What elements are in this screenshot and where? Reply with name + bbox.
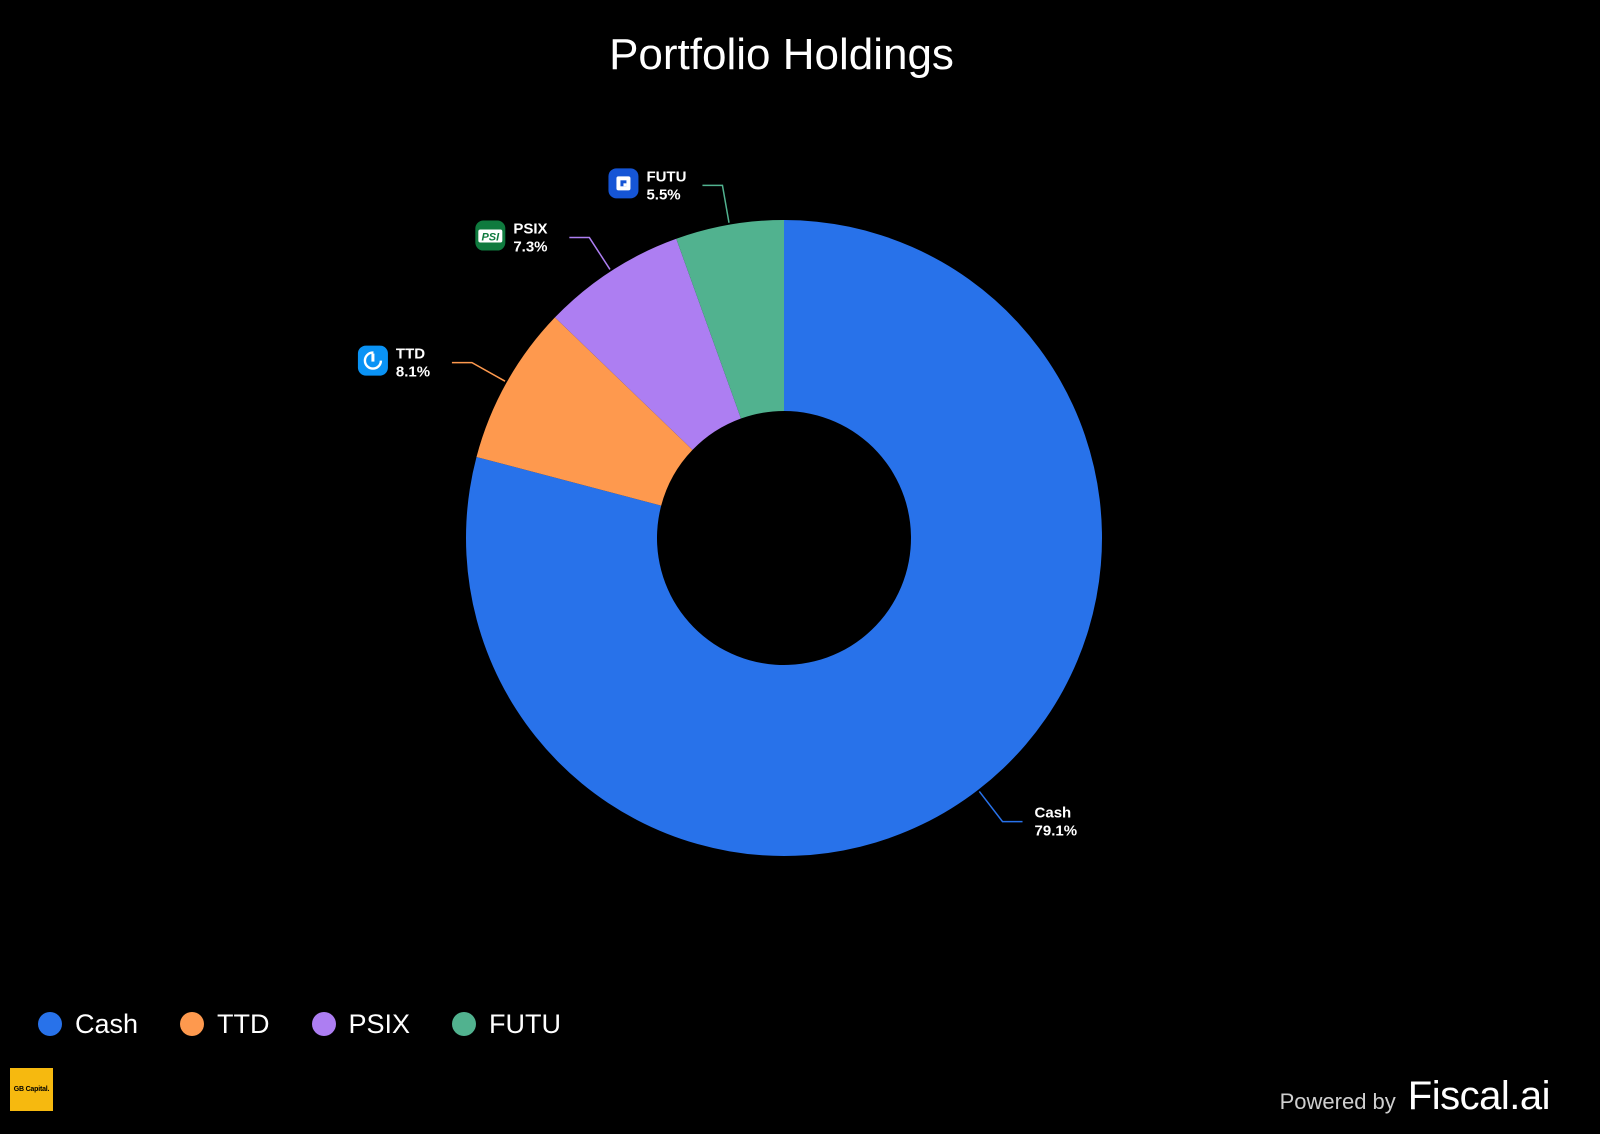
leader-line-ttd xyxy=(451,361,506,382)
ttd-logo-icon xyxy=(357,345,388,376)
legend-label-psix: PSIX xyxy=(348,1008,411,1039)
legend-label-ttd: TTD xyxy=(217,1008,270,1039)
slice-value-psix: 7.3% xyxy=(513,239,547,256)
legend-swatch-psix xyxy=(311,1012,336,1036)
powered-by-badge[interactable]: Powered by Fiscal.ai xyxy=(1279,1074,1551,1119)
slice-label-futu: FUTU xyxy=(646,168,686,185)
gb-capital-logo: GB Capital. xyxy=(10,1068,53,1111)
slice-cash[interactable] xyxy=(465,220,1103,857)
slice-value-ttd: 8.1% xyxy=(396,364,430,381)
psix-logo-icon: PSI xyxy=(475,220,506,251)
slice-label-psix: PSIX xyxy=(513,221,547,238)
legend-item-psix[interactable]: PSIX xyxy=(311,1008,411,1040)
slices xyxy=(465,220,1103,857)
fiscal-ai-wordmark: Fiscal.ai xyxy=(1407,1074,1551,1118)
slice-futu[interactable] xyxy=(676,220,784,419)
chart-title: Portfolio Holdings xyxy=(609,30,954,79)
legend-item-ttd[interactable]: TTD xyxy=(180,1008,270,1040)
slice-label-ttd: TTD xyxy=(396,346,425,363)
legend-label-cash: Cash xyxy=(75,1008,139,1039)
slice-ttd[interactable] xyxy=(476,317,693,506)
slice-value-futu: 5.5% xyxy=(646,186,680,203)
legend-swatch-futu xyxy=(452,1012,477,1036)
slice-psix[interactable] xyxy=(554,238,741,450)
legend-item-futu[interactable]: FUTU xyxy=(452,1009,561,1040)
leader-line-futu xyxy=(702,184,730,223)
slice-value-cash: 79.1% xyxy=(1035,823,1078,840)
legend-swatch-cash xyxy=(38,1012,62,1036)
legend: Cash TTD PSIX FUTU xyxy=(38,1004,603,1044)
futu-logo-icon xyxy=(608,168,639,199)
legend-item-cash[interactable]: Cash xyxy=(38,1009,138,1040)
slice-label-cash: Cash xyxy=(1035,805,1072,822)
powered-by-text: Powered by xyxy=(1279,1089,1396,1114)
leader-line-psix xyxy=(569,236,611,270)
leader-line-cash xyxy=(978,791,1023,823)
gb-capital-logo-text: GB Capital. xyxy=(13,1086,50,1093)
legend-swatch-ttd xyxy=(180,1012,205,1036)
svg-text:PSI: PSI xyxy=(481,232,500,244)
legend-label-futu: FUTU xyxy=(489,1008,562,1039)
